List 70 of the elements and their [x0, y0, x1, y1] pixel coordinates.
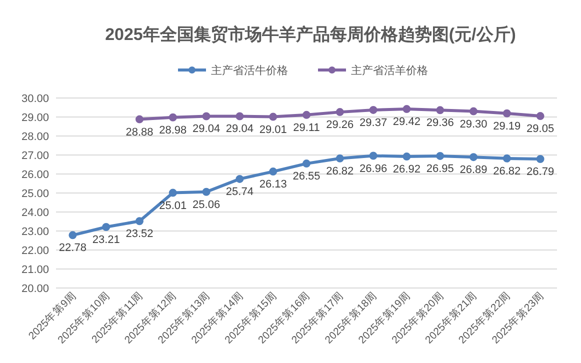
point [68, 231, 77, 240]
y-tick-label: 28.00 [21, 131, 49, 143]
data-label: 29.19 [493, 120, 521, 132]
point [536, 112, 544, 120]
point [168, 113, 177, 122]
point [402, 152, 411, 161]
data-label: 28.98 [159, 124, 187, 136]
point [168, 188, 177, 197]
data-label: 29.42 [392, 116, 420, 128]
point [502, 154, 511, 162]
data-label: 22.78 [58, 242, 86, 254]
data-label: 25.01 [159, 200, 187, 212]
data-label: 25.74 [226, 186, 254, 198]
y-tick-label: 30.00 [21, 93, 49, 105]
data-label: 26.89 [460, 164, 488, 176]
data-label: 25.06 [192, 198, 220, 211]
data-label: 29.37 [360, 116, 388, 129]
point [369, 152, 378, 160]
point [402, 105, 411, 114]
data-label: 29.30 [460, 118, 488, 130]
point [236, 112, 244, 120]
point [202, 188, 210, 196]
point [136, 217, 144, 226]
point [436, 106, 444, 114]
data-label: 29.36 [426, 117, 454, 130]
data-label: 23.21 [92, 234, 120, 246]
point [536, 154, 544, 163]
data-label: 29.26 [326, 119, 354, 132]
data-label: 28.88 [126, 126, 154, 138]
y-tick-label: 27.00 [21, 150, 49, 162]
data-label: 29.11 [293, 122, 320, 134]
data-label: 26.92 [392, 164, 420, 176]
y-tick-label: 21.00 [21, 264, 49, 276]
point [470, 107, 478, 116]
y-tick-label: 22.00 [21, 245, 49, 257]
point [236, 174, 244, 183]
point [269, 168, 278, 176]
data-label: 29.01 [259, 124, 287, 136]
chart-title: 2025年全国集贸市场牛羊产品每周价格趋势图(元/公斤) [105, 25, 516, 44]
data-label: 29.05 [526, 123, 554, 136]
y-tick-label: 25.00 [21, 188, 49, 200]
data-label: 23.52 [126, 228, 154, 240]
point [502, 109, 511, 118]
data-label: 29.04 [192, 123, 220, 136]
legend-label: 主产省活牛价格 [211, 64, 288, 77]
data-label: 26.55 [292, 170, 320, 183]
data-label: 26.96 [360, 162, 388, 175]
data-label: 26.82 [493, 165, 521, 178]
data-label: 26.79 [526, 166, 554, 178]
y-tick-label: 23.00 [21, 226, 49, 238]
point [470, 153, 478, 162]
y-tick-label: 20.00 [21, 283, 49, 295]
data-label: 26.95 [426, 162, 454, 175]
point [202, 112, 210, 120]
point [302, 160, 310, 168]
y-tick-label: 24.00 [21, 207, 49, 219]
point [302, 110, 310, 119]
point [269, 112, 278, 121]
data-label: 26.82 [326, 165, 354, 178]
point [369, 106, 378, 114]
point [436, 152, 444, 160]
data-label: 26.13 [259, 178, 287, 191]
y-tick-label: 29.00 [21, 112, 49, 124]
point [136, 115, 144, 124]
data-label: 29.04 [226, 123, 254, 136]
y-tick-label: 26.00 [21, 169, 49, 181]
point [336, 154, 344, 162]
point [336, 108, 344, 116]
legend-label: 主产省活羊价格 [351, 64, 428, 77]
point [102, 223, 110, 232]
